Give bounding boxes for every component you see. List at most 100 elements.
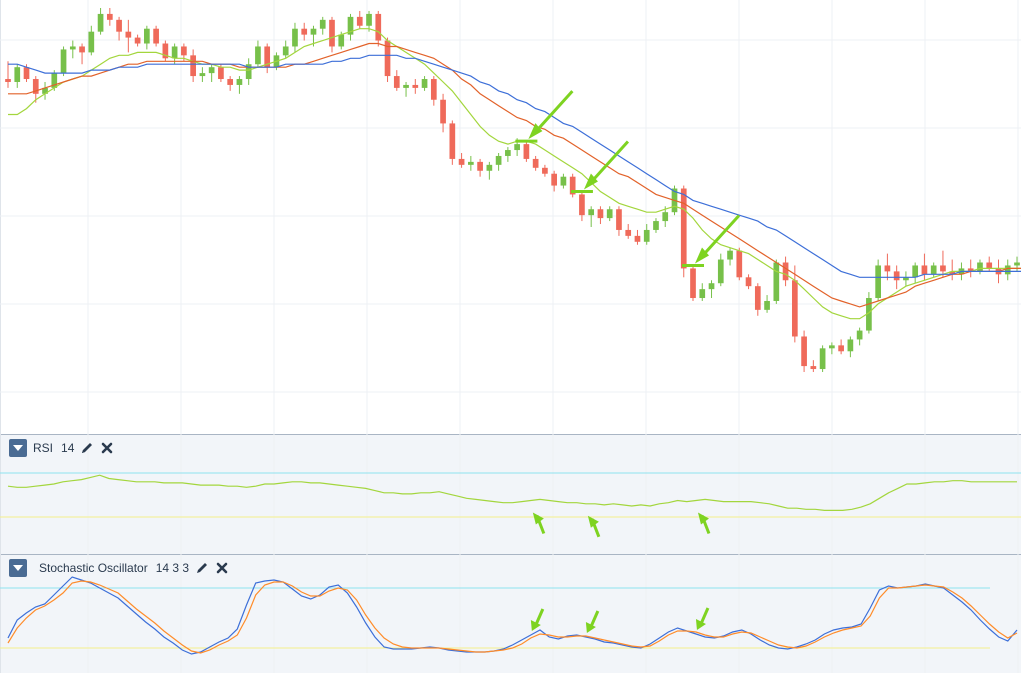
candle-body xyxy=(458,158,465,165)
candle-body xyxy=(856,330,863,340)
pencil-icon[interactable] xyxy=(80,441,94,455)
rsi-line xyxy=(7,474,1017,511)
candle-body xyxy=(319,19,326,29)
candle-body xyxy=(495,155,502,165)
candle-body xyxy=(468,161,474,165)
arrow-head xyxy=(585,622,596,633)
candle-body xyxy=(819,348,826,370)
candle-body xyxy=(699,289,706,299)
candle-body xyxy=(616,209,622,230)
candle-body xyxy=(680,188,687,269)
candle-body xyxy=(42,87,48,94)
rsi-pane-header: RSI 14 xyxy=(9,439,114,457)
candle-body xyxy=(754,286,761,310)
candle-body xyxy=(264,46,271,68)
arrow-shaft xyxy=(533,90,574,135)
candle-body xyxy=(551,173,557,186)
pencil-icon[interactable] xyxy=(195,561,209,575)
candle-body xyxy=(375,13,382,41)
candle-body xyxy=(356,16,363,26)
candle-body xyxy=(106,13,113,20)
stoch-pane-bg xyxy=(0,555,1021,673)
rsi-label: RSI xyxy=(33,441,54,455)
candle-body xyxy=(14,67,21,82)
candle-body xyxy=(255,46,261,65)
candle-body xyxy=(162,43,169,59)
arrow-head xyxy=(528,123,543,140)
candle-body xyxy=(440,99,446,124)
candle-body xyxy=(449,123,456,159)
candle-body xyxy=(736,250,743,278)
candle-body xyxy=(412,84,419,88)
close-icon[interactable] xyxy=(100,441,114,455)
rsi-collapse-button[interactable] xyxy=(9,439,27,457)
arrow-shaft xyxy=(589,610,600,628)
candle-body xyxy=(810,366,817,370)
candle-body xyxy=(893,271,900,281)
arrow-head xyxy=(695,619,706,630)
arrow-head xyxy=(530,620,541,631)
candle-body xyxy=(653,221,659,230)
candle-body xyxy=(866,298,872,331)
arrow-shaft xyxy=(588,140,630,185)
candle-body xyxy=(144,28,150,44)
candle-body xyxy=(97,13,104,32)
candle-body xyxy=(79,46,85,53)
arrow-head xyxy=(697,512,709,525)
candle-body xyxy=(597,209,604,219)
candle-body xyxy=(505,150,511,156)
candle-body xyxy=(5,79,11,82)
candle-body xyxy=(1004,265,1011,275)
candle-body xyxy=(153,28,159,44)
candle-body xyxy=(227,79,234,85)
candle-body xyxy=(208,67,215,74)
candle-body xyxy=(430,79,437,100)
moving-average-fast xyxy=(8,28,1021,320)
candle-body xyxy=(875,265,881,299)
arrow-shaft xyxy=(699,214,741,259)
candle-body xyxy=(643,229,650,242)
candle-body xyxy=(171,46,178,59)
candle-body xyxy=(366,13,372,26)
arrow-head xyxy=(695,247,710,264)
candle-body xyxy=(421,79,428,88)
chevron-down-icon xyxy=(13,445,23,451)
candle-body xyxy=(727,250,733,260)
candle-body xyxy=(1014,262,1020,266)
candle-body xyxy=(838,345,844,352)
candle-body xyxy=(717,259,724,284)
candle-body xyxy=(662,212,669,222)
candle-body xyxy=(542,167,548,174)
stoch-collapse-button[interactable] xyxy=(9,559,27,577)
candle-body xyxy=(625,229,632,236)
candle-body xyxy=(745,277,752,287)
candle-body xyxy=(884,265,891,272)
candle-body xyxy=(921,265,928,275)
candle-body xyxy=(782,262,789,281)
candle-body xyxy=(560,176,567,186)
candle-body xyxy=(514,144,520,151)
candle-body xyxy=(218,67,224,80)
arrow-shaft xyxy=(534,608,545,626)
candle-body xyxy=(60,49,67,74)
candle-body xyxy=(579,194,585,216)
candle-body xyxy=(912,265,919,278)
candle-body xyxy=(245,64,252,80)
candle-body xyxy=(634,235,641,242)
stoch-label: Stochastic Oscillator xyxy=(39,561,148,575)
candle-body xyxy=(977,262,983,272)
rsi-params: 14 xyxy=(61,441,75,455)
candle-body xyxy=(236,79,243,85)
candle-body xyxy=(347,16,354,35)
candle-body xyxy=(801,336,807,367)
candle-body xyxy=(338,34,345,47)
candle-body xyxy=(588,209,595,216)
candle-body xyxy=(764,300,770,310)
arrow-head xyxy=(583,173,598,190)
moving-average-slow xyxy=(8,54,1021,278)
candle-body xyxy=(32,79,39,94)
candle-body xyxy=(301,28,308,35)
close-icon[interactable] xyxy=(215,561,229,575)
